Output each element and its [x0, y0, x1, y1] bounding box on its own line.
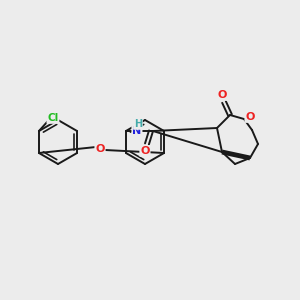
Text: H: H [134, 119, 142, 129]
Text: O: O [140, 146, 150, 156]
Text: O: O [95, 144, 105, 154]
Text: Cl: Cl [47, 113, 58, 123]
Text: O: O [245, 112, 255, 122]
Text: N: N [132, 126, 142, 136]
Text: O: O [217, 90, 227, 100]
